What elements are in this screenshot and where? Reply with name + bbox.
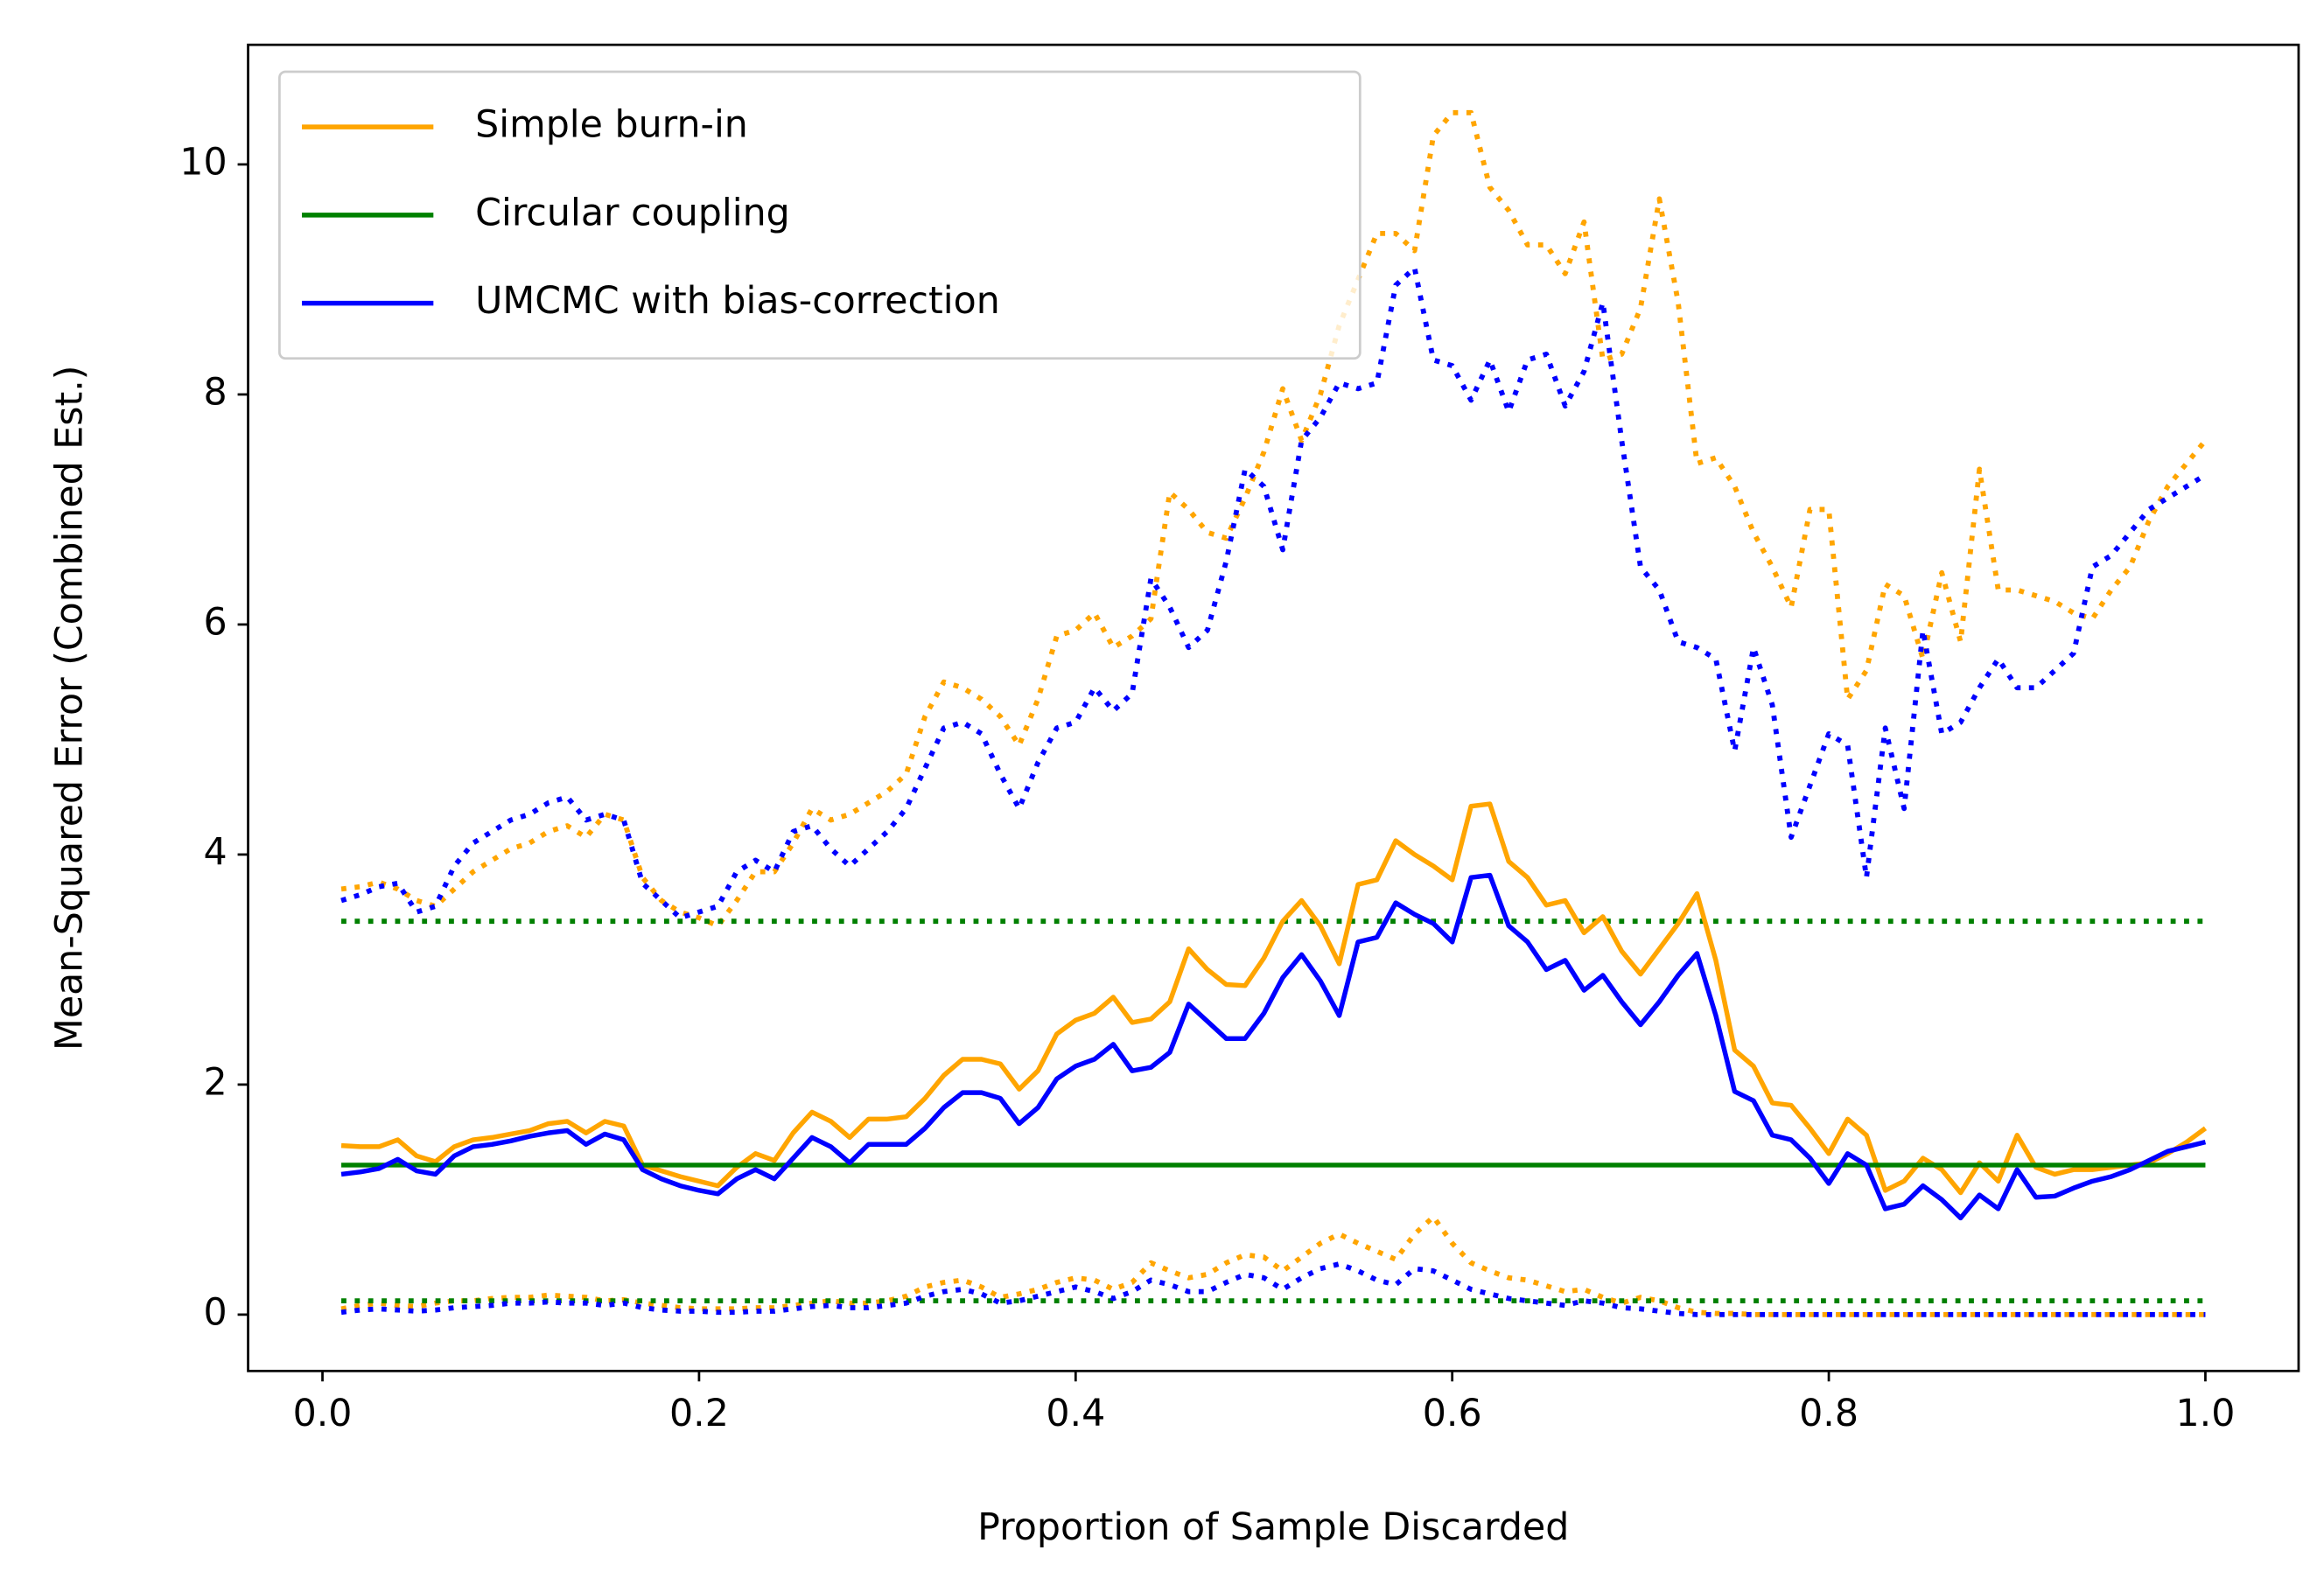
legend-label: Simple burn-in: [475, 103, 748, 147]
upper-line: [340, 109, 2208, 929]
y-tick-label: 4: [203, 830, 227, 874]
x-tick-label: 0.0: [293, 1392, 353, 1435]
legend-box: [278, 70, 1362, 360]
x-tick-label: 0.6: [1423, 1392, 1482, 1435]
x-tick-label: 0.2: [669, 1392, 729, 1435]
series-line: [340, 872, 2207, 1221]
plot-area: 0.0 0.2 0.4 0.6 0.8 1.0 0 2 4 6 8 10 Simple burn-in C…: [179, 43, 2300, 1435]
lower-line: [340, 1261, 2206, 1317]
y-tick-label: 0: [203, 1290, 227, 1334]
y-tick-label: 6: [203, 600, 227, 644]
axes-frame: [247, 43, 2300, 1372]
legend-label: UMCMC with bias-correction: [475, 279, 1000, 323]
y-axis-label: Mean-Squared Error (Combined Est.): [47, 366, 91, 1051]
y-tick-label: 10: [179, 140, 227, 184]
legend: Simple burn-in Circular coupling UMCMC wit…: [278, 70, 1362, 360]
x-tick-label: 0.4: [1046, 1392, 1105, 1435]
y-tick-label: 8: [203, 370, 227, 414]
upper-line: [340, 265, 2207, 921]
y-tick-label: 2: [203, 1060, 227, 1104]
lower-line: [340, 1214, 2206, 1317]
legend-label: Circular coupling: [475, 191, 790, 234]
x-tick-label: 1.0: [2175, 1392, 2235, 1435]
series-line: [340, 801, 2208, 1196]
x-tick-label: 0.8: [1799, 1392, 1858, 1435]
x-axis-label: Proportion of Sample Discarded: [977, 1505, 1569, 1549]
